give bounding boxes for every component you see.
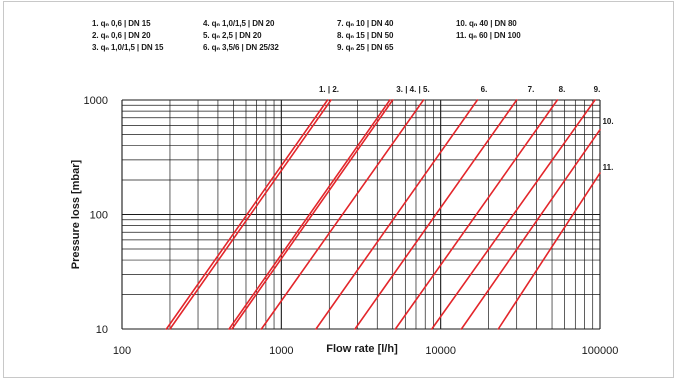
- grid: [121, 99, 601, 330]
- y-tick-label: 1000: [84, 95, 108, 107]
- series-line: [165, 99, 329, 330]
- series-line: [497, 172, 601, 330]
- series-line: [228, 99, 391, 330]
- legend-item: 1. qₙ 0,6 | DN 15: [92, 19, 151, 28]
- curve-label: 1. | 2.: [319, 85, 339, 94]
- y-axis-label: Pressure loss [mbar]: [70, 159, 82, 269]
- legend-item: 7. qₙ 10 | DN 40: [337, 19, 394, 28]
- curve-label: 3. | 4. | 5.: [396, 85, 429, 94]
- legend-item: 9. qₙ 25 | DN 65: [337, 43, 394, 52]
- series-line: [169, 99, 332, 330]
- legend-item: 2. qₙ 0,6 | DN 20: [92, 31, 151, 40]
- y-tick-label: 10: [96, 324, 108, 336]
- series-line: [354, 99, 518, 330]
- x-tick-label: 1000: [269, 345, 293, 357]
- curve-labels: 1. | 2. 3. | 4. | 5. 6. 7. 8. 9. 10. 11.: [319, 85, 614, 172]
- curve-label: 11.: [603, 163, 614, 172]
- series-line: [231, 99, 394, 330]
- series-line: [315, 99, 479, 330]
- legend-item: 10. qₙ 40 | DN 80: [456, 19, 517, 28]
- series-line: [460, 128, 601, 330]
- legend-item: 3. qₙ 1,0/1,5 | DN 15: [92, 43, 164, 52]
- legend-item: 11. qₙ 60 | DN 100: [456, 31, 521, 40]
- chart-legend: 1. qₙ 0,6 | DN 15 2. qₙ 0,6 | DN 20 3. q…: [0, 0, 677, 80]
- legend-item: 6. qₙ 3,5/6 | DN 25/32: [203, 43, 279, 52]
- x-axis-label: Flow rate [l/h]: [326, 343, 398, 355]
- y-tick-label: 100: [90, 210, 108, 222]
- chart-frame: [3, 1, 674, 378]
- series-line: [394, 99, 559, 330]
- curve-label: 9.: [594, 85, 601, 94]
- legend-item: 4. qₙ 1,0/1,5 | DN 20: [203, 19, 275, 28]
- legend-item: 8. qₙ 15 | DN 50: [337, 31, 394, 40]
- x-tick-label: 10000: [425, 345, 456, 357]
- curve-label: 6.: [481, 85, 488, 94]
- x-tick-label: 100: [113, 345, 131, 357]
- curve-label: 10.: [602, 117, 613, 126]
- series-lines: [165, 99, 601, 330]
- tick-labels: 100 1000 10000 100000 10 100 1000: [84, 95, 619, 357]
- series-line: [431, 99, 596, 330]
- series-line: [260, 99, 425, 330]
- curve-label: 7.: [528, 85, 535, 94]
- curve-label: 8.: [559, 85, 566, 94]
- legend-item: 5. qₙ 2,5 | DN 20: [203, 31, 262, 40]
- x-tick-label: 100000: [582, 345, 619, 357]
